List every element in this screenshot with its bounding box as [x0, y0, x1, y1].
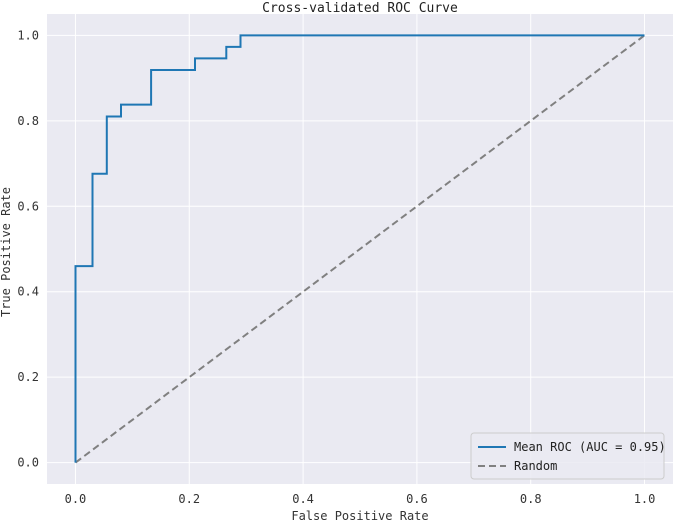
- y-tick-label: 0.6: [17, 199, 39, 213]
- y-axis-label: True Positive Rate: [0, 187, 13, 317]
- x-tick-label: 0.0: [65, 492, 87, 506]
- y-tick-label: 1.0: [17, 28, 39, 42]
- x-tick-label: 0.8: [520, 492, 542, 506]
- tick-labels: 0.0 0.2 0.4 0.6 0.8 1.0 0.0 0.2 0.4 0.6 0.8 1.0: [17, 28, 655, 506]
- series-line-random: [74, 34, 646, 464]
- legend: Mean ROC (AUC = 0.95) Random: [470, 432, 666, 480]
- legend-label-random: Random: [514, 459, 557, 473]
- y-tick-label: 0.0: [17, 456, 39, 470]
- chart-title: Cross-validated ROC Curve: [262, 1, 458, 16]
- x-tick-label: 1.0: [634, 492, 656, 506]
- legend-label-mean-roc: Mean ROC (AUC = 0.95): [514, 440, 666, 454]
- y-tick-label: 0.2: [17, 370, 39, 384]
- x-axis-label: False Positive Rate: [291, 509, 428, 522]
- grid-lines: [47, 14, 673, 484]
- x-tick-label: 0.2: [178, 492, 200, 506]
- x-tick-label: 0.4: [292, 492, 314, 506]
- series-layer: [74, 34, 646, 464]
- y-tick-label: 0.8: [17, 114, 39, 128]
- series-line-mean-roc: [74, 34, 645, 463]
- x-tick-label: 0.6: [406, 492, 428, 506]
- legend-box: [470, 432, 665, 480]
- y-tick-label: 0.4: [17, 285, 39, 299]
